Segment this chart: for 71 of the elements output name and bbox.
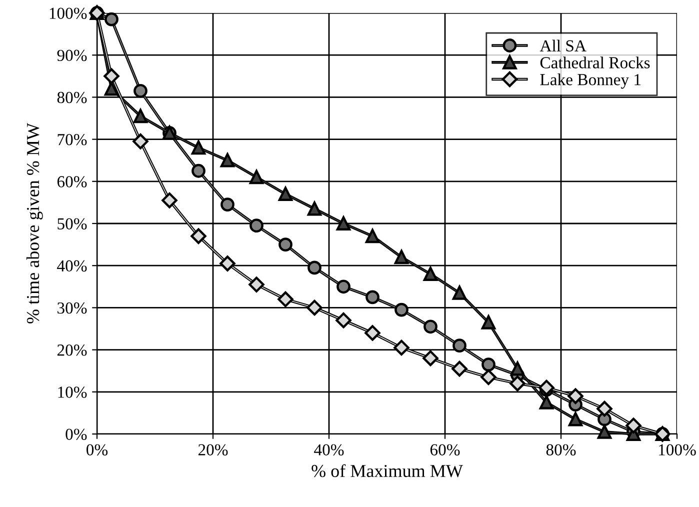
point bbox=[364, 325, 380, 341]
point bbox=[278, 238, 292, 252]
point bbox=[192, 164, 206, 178]
point bbox=[248, 276, 264, 292]
x-tick-label: 20% bbox=[198, 444, 228, 456]
point bbox=[482, 315, 496, 330]
point bbox=[336, 280, 350, 294]
point bbox=[220, 256, 236, 272]
y-tick-label: 0% bbox=[66, 428, 87, 440]
point bbox=[190, 228, 206, 244]
y-tick-label: 10% bbox=[58, 386, 87, 398]
x-tick-label: 100% bbox=[659, 444, 696, 456]
point bbox=[480, 369, 496, 385]
point bbox=[308, 202, 322, 216]
point bbox=[336, 312, 352, 328]
point bbox=[134, 109, 148, 124]
legend-label: Lake Bonney 1 bbox=[540, 74, 641, 89]
point bbox=[220, 198, 234, 212]
point bbox=[134, 84, 148, 98]
point bbox=[452, 286, 466, 300]
point bbox=[250, 170, 264, 184]
point bbox=[626, 418, 642, 434]
y-tick-label: 30% bbox=[58, 302, 87, 314]
x-tick-label: 80% bbox=[546, 444, 576, 456]
y-tick-label: 80% bbox=[57, 92, 87, 104]
y-tick-label: 60% bbox=[57, 176, 87, 188]
point bbox=[132, 134, 148, 150]
x-tick-label: 60% bbox=[430, 444, 460, 456]
point bbox=[510, 376, 526, 392]
point bbox=[452, 338, 466, 353]
x-tick-label: 0% bbox=[86, 444, 108, 456]
point bbox=[568, 388, 584, 404]
point bbox=[424, 320, 438, 334]
point bbox=[104, 82, 118, 96]
point bbox=[598, 424, 612, 439]
point bbox=[278, 292, 294, 308]
point bbox=[452, 360, 468, 377]
point bbox=[278, 187, 292, 201]
point bbox=[336, 216, 350, 230]
point bbox=[538, 380, 554, 396]
point bbox=[540, 395, 554, 410]
point bbox=[104, 68, 120, 84]
y-tick-label: 90% bbox=[57, 50, 87, 62]
y-tick-label: 50% bbox=[58, 218, 87, 230]
point bbox=[192, 140, 206, 155]
point bbox=[568, 412, 582, 426]
point bbox=[394, 250, 408, 264]
y-tick-label: 100% bbox=[50, 8, 87, 19]
point bbox=[394, 302, 408, 317]
point bbox=[220, 153, 234, 168]
y-tick-label: 40% bbox=[57, 260, 87, 272]
point bbox=[510, 362, 524, 376]
point bbox=[308, 260, 322, 275]
point bbox=[424, 267, 438, 281]
point bbox=[104, 12, 118, 26]
legend-label: Cathedral Rocks bbox=[540, 56, 650, 68]
point bbox=[596, 400, 612, 417]
point bbox=[250, 218, 264, 233]
x-axis-title: % of Maximum MW bbox=[312, 464, 463, 478]
y-tick-label: 70% bbox=[58, 134, 87, 146]
point bbox=[422, 350, 438, 366]
point bbox=[366, 290, 380, 304]
y-tick-label: 20% bbox=[57, 344, 87, 356]
point bbox=[482, 358, 496, 372]
point bbox=[306, 300, 322, 316]
legend-label: All SA bbox=[540, 40, 586, 52]
point bbox=[394, 340, 410, 356]
point bbox=[162, 192, 178, 208]
x-tick-label: 40% bbox=[314, 444, 344, 456]
point bbox=[366, 229, 380, 244]
y-axis-title: % time above given % MW bbox=[26, 123, 43, 324]
